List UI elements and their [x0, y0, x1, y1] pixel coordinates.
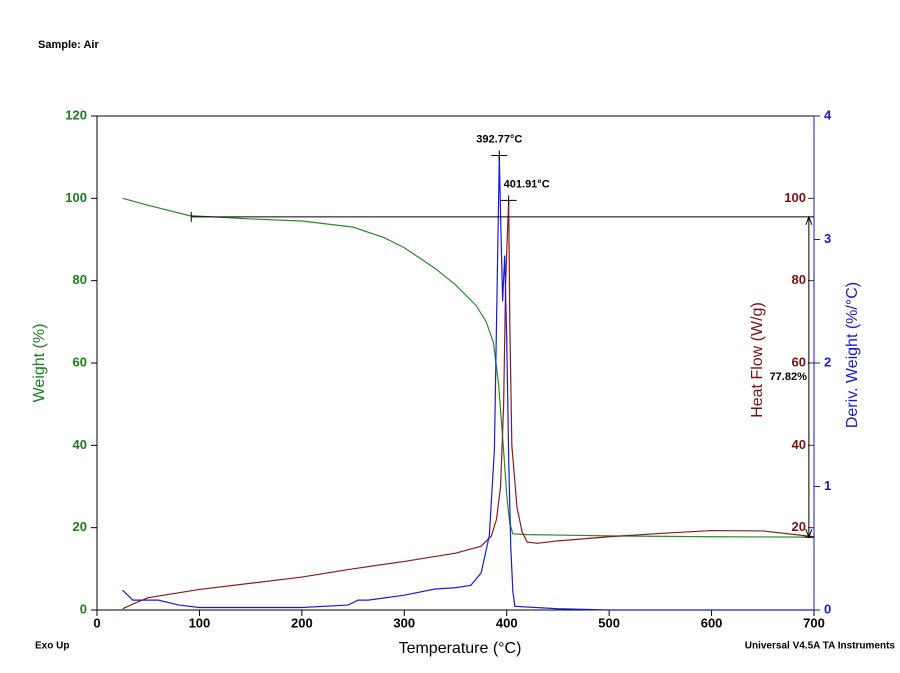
data-line	[122, 197, 815, 538]
y-tick-label: 100	[65, 190, 87, 205]
x-tick-label: 700	[803, 615, 825, 630]
y-tick-label: 0	[80, 601, 87, 616]
y3-tick-label: 100	[784, 190, 806, 205]
y3-tick-label: 80	[792, 272, 806, 287]
data-line	[122, 155, 814, 611]
peak-marker	[491, 150, 508, 161]
peak-marker	[500, 195, 517, 206]
y-tick-label: 120	[65, 107, 87, 122]
y2-tick-label: 1	[824, 478, 831, 493]
peak-label: 392.77°C	[476, 133, 522, 145]
x-tick-label: 200	[291, 615, 313, 630]
x-tick-label: 400	[496, 615, 518, 630]
x-tick-label: 100	[189, 615, 211, 630]
y3-tick-label: 40	[792, 437, 806, 452]
y2-tick-label: 3	[824, 231, 831, 246]
step-label: 77.82%	[770, 371, 808, 383]
y3-tick-label: 60	[792, 354, 806, 369]
y-tick-label: 40	[73, 437, 87, 452]
x-tick-label: 600	[701, 615, 723, 630]
y2-tick-label: 0	[824, 601, 831, 616]
data-line	[122, 200, 815, 610]
y-tick-label: 20	[73, 519, 87, 534]
y-tick-label: 80	[73, 272, 87, 287]
peak-label: 401.91°C	[504, 178, 550, 190]
arrow-head	[805, 215, 813, 539]
chart-title: Sample: Air	[38, 39, 99, 51]
x-tick-label: 300	[393, 615, 415, 630]
y2-tick-label: 4	[824, 107, 832, 122]
y2-tick-label: 2	[824, 354, 831, 369]
footer-left: Exo Up	[35, 641, 69, 652]
x-tick-label: 0	[93, 615, 100, 630]
y2-axis-label: Deriv. Weight (%/°C)	[844, 282, 861, 428]
x-axis-label: Temperature (°C)	[399, 640, 522, 657]
footer-right: Universal V4.5A TA Instruments	[745, 641, 896, 652]
y-axis-label: Weight (%)	[31, 324, 48, 403]
y3-axis-label: Heat Flow (W/g)	[749, 302, 766, 418]
y-tick-label: 60	[73, 354, 87, 369]
x-tick-label: 500	[598, 615, 620, 630]
y3-tick-label: 20	[792, 519, 806, 534]
